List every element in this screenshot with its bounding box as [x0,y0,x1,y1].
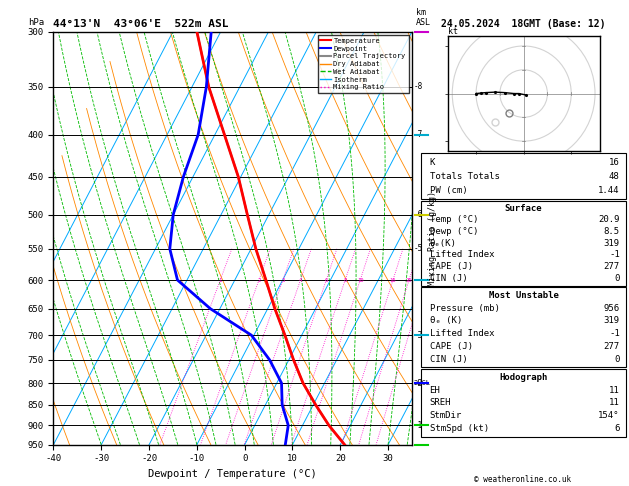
Text: 277: 277 [604,342,620,351]
Text: CAPE (J): CAPE (J) [430,342,472,351]
Text: -1: -1 [414,421,423,430]
Text: © weatheronline.co.uk: © weatheronline.co.uk [474,474,571,484]
Legend: Temperature, Dewpoint, Parcel Trajectory, Dry Adiabat, Wet Adiabat, Isotherm, Mi: Temperature, Dewpoint, Parcel Trajectory… [318,35,408,93]
Text: -5: -5 [414,244,423,253]
Text: 4: 4 [299,278,302,282]
Text: 11: 11 [609,399,620,407]
Text: 48: 48 [609,172,620,181]
Text: CIN (J): CIN (J) [430,355,467,364]
Text: -1: -1 [609,329,620,338]
Text: -1: -1 [609,250,620,260]
Text: Totals Totals: Totals Totals [430,172,499,181]
Text: -2: -2 [414,379,423,388]
Text: Most Unstable: Most Unstable [489,291,559,300]
Text: 8: 8 [343,278,347,282]
Text: θₑ (K): θₑ (K) [430,316,462,326]
Text: 154°: 154° [598,411,620,420]
Text: 24.05.2024  18GMT (Base: 12): 24.05.2024 18GMT (Base: 12) [442,19,606,29]
Text: hPa: hPa [28,18,45,27]
Text: 10: 10 [357,278,364,282]
Text: Dewp (°C): Dewp (°C) [430,227,478,236]
Text: CAPE (J): CAPE (J) [430,262,472,271]
Text: θₑ(K): θₑ(K) [430,239,457,248]
Text: PW (cm): PW (cm) [430,186,467,195]
Text: 319: 319 [604,239,620,248]
Text: 44°13'N  43°06'E  522m ASL: 44°13'N 43°06'E 522m ASL [53,19,229,30]
Text: Pressure (mb): Pressure (mb) [430,304,499,312]
Text: 20: 20 [406,278,412,282]
Text: SREH: SREH [430,399,451,407]
Text: 2LCL: 2LCL [414,380,431,386]
Text: Temp (°C): Temp (°C) [430,215,478,225]
Text: 319: 319 [604,316,620,326]
Text: 1: 1 [219,278,222,282]
Text: Mixing Ratio (g/kg): Mixing Ratio (g/kg) [428,191,437,286]
Text: Surface: Surface [505,204,542,213]
X-axis label: Dewpoint / Temperature (°C): Dewpoint / Temperature (°C) [148,469,317,479]
Text: 6: 6 [615,424,620,433]
Text: km
ASL: km ASL [416,8,431,27]
Text: 3: 3 [281,278,284,282]
Text: -6: -6 [414,210,423,219]
Text: kt: kt [447,27,457,36]
Text: CIN (J): CIN (J) [430,274,467,283]
Text: 0: 0 [615,274,620,283]
Text: 11: 11 [609,385,620,395]
Text: 8.5: 8.5 [604,227,620,236]
Text: 6: 6 [325,278,328,282]
Text: 956: 956 [604,304,620,312]
Text: EH: EH [430,385,440,395]
Text: 277: 277 [604,262,620,271]
Text: -3: -3 [414,331,423,340]
Text: 20.9: 20.9 [598,215,620,225]
Text: Hodograph: Hodograph [499,373,548,382]
Text: 16: 16 [609,157,620,167]
Text: 0: 0 [615,355,620,364]
Text: StmDir: StmDir [430,411,462,420]
Text: -8: -8 [414,82,423,91]
Text: Lifted Index: Lifted Index [430,329,494,338]
Text: StmSpd (kt): StmSpd (kt) [430,424,489,433]
Text: -7: -7 [414,130,423,139]
Text: 2: 2 [257,278,260,282]
Text: Lifted Index: Lifted Index [430,250,494,260]
Text: K: K [430,157,435,167]
Text: 1.44: 1.44 [598,186,620,195]
Text: 16: 16 [390,278,396,282]
